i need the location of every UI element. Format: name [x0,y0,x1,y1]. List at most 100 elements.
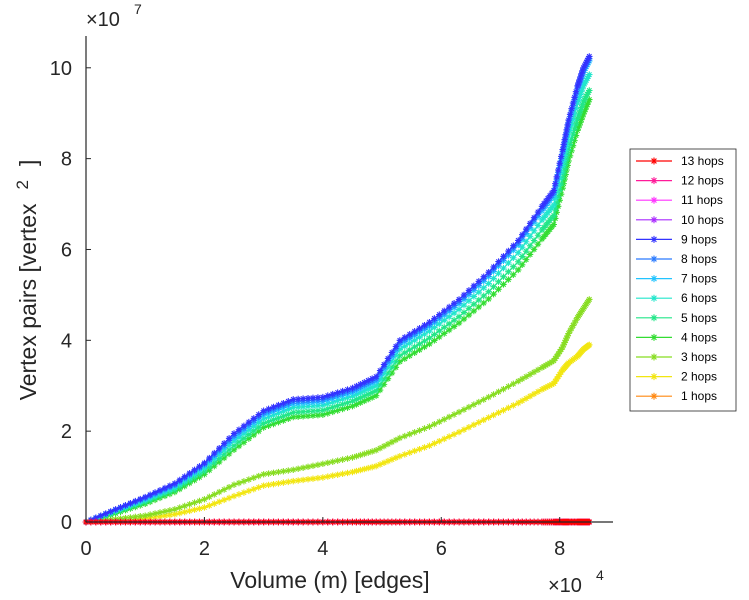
data-point [510,380,517,388]
data-point [357,389,364,396]
data-point [294,465,302,472]
data-point [285,467,292,474]
data-point [127,514,134,521]
data-point [580,82,587,90]
data-point [230,442,238,449]
data-point [151,513,159,521]
data-point [495,286,502,293]
data-point [349,402,356,410]
data-point [470,293,478,300]
data-point [480,273,487,280]
data-point [577,91,584,98]
x-tick-label: 2 [199,538,210,560]
data-point [586,71,593,78]
data-point [132,497,139,505]
legend-swatch-marker [650,216,658,224]
data-point [122,501,129,509]
data-point [245,426,253,434]
data-point [500,281,507,288]
data-point [334,402,341,409]
data-point [181,508,188,516]
data-point [309,462,317,470]
data-point [460,309,468,316]
data-point [495,388,502,395]
data-point [544,360,552,368]
data-point [515,249,522,256]
data-point [564,332,571,339]
data-point [265,422,272,429]
data-point [255,484,262,491]
data-point [211,491,218,498]
data-point [372,447,380,454]
data-point [361,465,368,473]
data-point [334,389,341,396]
data-point [586,341,593,349]
data-point [329,472,336,479]
data-point [299,408,307,415]
data-point [586,296,593,303]
data-point [564,151,571,158]
data-point [500,264,507,272]
data-point [245,431,253,438]
data-point [505,259,512,267]
data-point [245,476,253,483]
data-point [555,193,562,200]
data-point [396,452,404,460]
data-point [571,319,578,327]
data-point [553,375,560,383]
data-point [294,395,302,403]
data-point [353,396,360,403]
data-point [265,481,272,489]
data-point [361,450,368,458]
data-point [156,513,164,520]
data-point [353,382,360,390]
data-point [181,502,188,510]
data-point [519,231,526,238]
data-point [368,463,376,471]
data-point [235,442,243,450]
data-point [584,57,591,64]
data-point [230,492,238,500]
data-point [319,407,327,414]
data-point [294,403,302,411]
data-point [280,399,287,407]
data-point [465,305,473,312]
data-point [485,288,492,295]
data-point [225,450,233,458]
data-point [240,435,248,442]
data-point [416,340,423,348]
data-point [563,155,570,163]
data-point [542,197,550,205]
data-point [510,402,517,409]
data-point [563,126,570,134]
data-point [577,119,584,126]
data-point [384,457,392,465]
data-point [216,498,223,505]
data-point [401,451,408,458]
data-point [550,187,557,194]
data-point [344,394,351,401]
data-point [294,413,302,420]
data-point [431,420,438,428]
legend-label: 1 hops [681,389,717,403]
data-point [480,416,487,424]
data-point [569,116,577,123]
data-point [556,159,563,167]
data-point [574,82,581,90]
data-point [450,323,458,330]
data-point [572,105,580,112]
data-point [353,391,360,398]
legend-entry: 10 hops [636,213,724,227]
data-point [579,113,586,121]
data-point [329,408,336,416]
data-point [530,227,538,235]
data-point [388,358,396,365]
data-point [235,434,243,441]
data-point [568,147,575,154]
data-point [365,464,372,472]
y-axis-label: Vertex pairs [vertex 2] [13,160,41,401]
data-point [450,317,458,324]
data-point [490,283,497,290]
data-point [445,326,453,334]
data-point [220,440,228,447]
